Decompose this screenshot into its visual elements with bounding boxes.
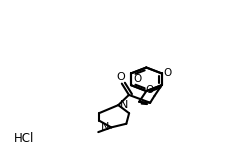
Text: N: N: [101, 122, 109, 132]
Text: HCl: HCl: [14, 132, 34, 145]
Text: O: O: [164, 68, 172, 78]
Text: O: O: [145, 85, 153, 95]
Text: O: O: [117, 72, 125, 82]
Text: O: O: [133, 74, 141, 84]
Text: N: N: [120, 100, 129, 110]
